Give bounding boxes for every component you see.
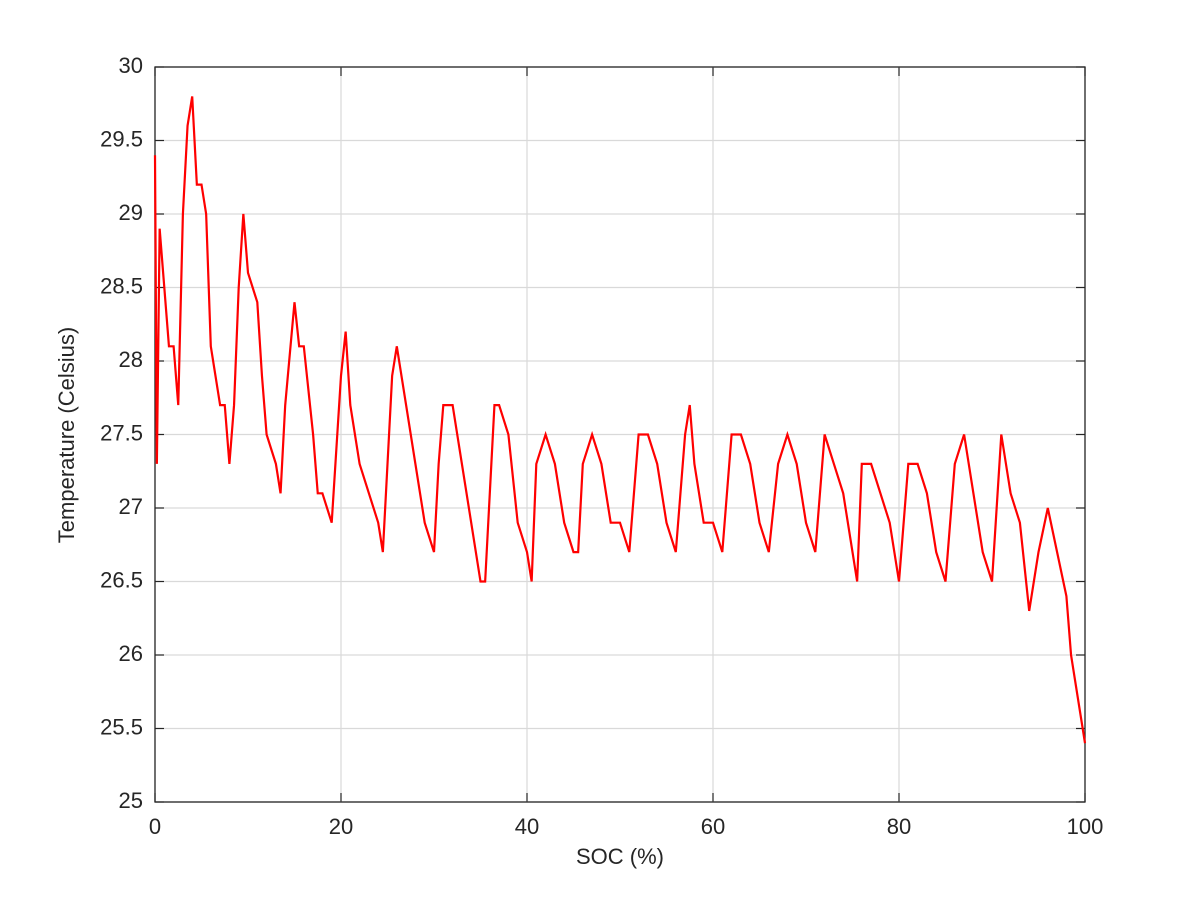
x-tick-label: 100 xyxy=(1067,814,1104,839)
y-tick-label: 27.5 xyxy=(100,420,143,445)
x-tick-label: 40 xyxy=(515,814,539,839)
y-tick-label: 29 xyxy=(119,200,143,225)
x-axis-label: SOC (%) xyxy=(576,844,664,869)
y-tick-label: 28 xyxy=(119,347,143,372)
y-tick-label: 26 xyxy=(119,641,143,666)
x-tick-label: 80 xyxy=(887,814,911,839)
y-tick-label: 28.5 xyxy=(100,273,143,298)
y-tick-label: 30 xyxy=(119,53,143,78)
x-tick-label: 60 xyxy=(701,814,725,839)
y-tick-label: 25 xyxy=(119,788,143,813)
plot-frame xyxy=(154,66,1086,803)
y-tick-label: 25.5 xyxy=(100,714,143,739)
y-tick-label: 29.5 xyxy=(100,126,143,151)
x-tick-label: 20 xyxy=(329,814,353,839)
y-tick-label: 27 xyxy=(119,494,143,519)
y-axis-label: Temperature (Celsius) xyxy=(54,327,79,543)
y-tick-label: 26.5 xyxy=(100,567,143,592)
data-line xyxy=(153,96,1087,744)
x-tick-label: 0 xyxy=(149,814,161,839)
